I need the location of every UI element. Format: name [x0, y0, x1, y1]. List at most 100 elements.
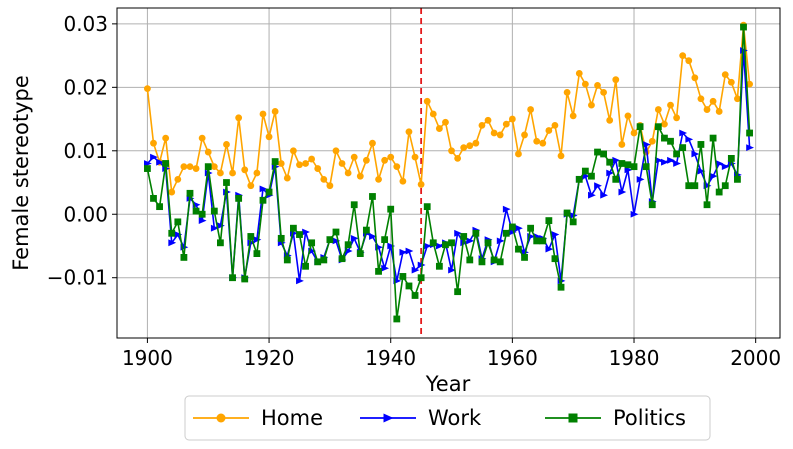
politics-point — [369, 193, 376, 200]
home-point — [217, 169, 224, 177]
x-tick-label: 1920 — [244, 346, 295, 370]
home-point — [223, 141, 230, 148]
home-point — [417, 181, 425, 188]
work-point — [721, 163, 730, 171]
home-point — [387, 153, 395, 161]
home-point — [533, 137, 541, 145]
home-point — [411, 153, 419, 161]
home-point — [381, 156, 389, 164]
home-point — [569, 112, 577, 120]
politics-point — [168, 229, 176, 237]
home-point — [423, 97, 431, 105]
work-point — [715, 160, 724, 167]
politics-point — [289, 224, 297, 232]
work-point — [502, 205, 511, 213]
home-point — [496, 131, 504, 139]
y-tick-label: −0.01 — [47, 266, 108, 290]
politics-point — [472, 229, 480, 237]
home-point — [703, 106, 711, 113]
work-point — [369, 233, 377, 240]
politics-point — [393, 315, 401, 323]
x-tick-label: 1980 — [609, 346, 660, 370]
work-point — [399, 248, 408, 256]
home-line — [146, 24, 751, 193]
politics-point — [277, 234, 285, 242]
politics-point — [223, 179, 230, 186]
politics-point — [612, 175, 620, 183]
politics-point — [721, 182, 729, 190]
home-point — [502, 120, 510, 128]
work-point — [679, 129, 688, 137]
home-point — [563, 89, 571, 96]
home-point — [162, 134, 170, 142]
politics-point — [460, 233, 468, 240]
y-tick-label: 0.01 — [63, 139, 108, 163]
politics-point — [569, 218, 577, 226]
home-point — [198, 134, 206, 142]
politics-point — [746, 129, 753, 137]
home-point — [600, 89, 608, 96]
politics-point — [283, 256, 291, 264]
politics-point — [423, 203, 431, 211]
work-point — [697, 167, 706, 175]
home-point — [490, 129, 498, 137]
legend-work-label: Work — [428, 406, 482, 430]
politics-point — [667, 137, 674, 145]
home-point — [727, 78, 735, 86]
legend-home-label: Home — [261, 406, 323, 430]
work-point — [466, 237, 475, 245]
work-point — [454, 229, 463, 237]
politics-point — [642, 163, 650, 171]
home-point — [551, 122, 559, 129]
legend-work-marker — [383, 413, 394, 423]
x-tick-label: 2000 — [730, 346, 781, 370]
work-point — [174, 231, 183, 238]
work-point — [594, 182, 602, 190]
politics-point — [217, 239, 224, 247]
home-point — [326, 182, 334, 190]
work-point — [588, 191, 596, 199]
home-point — [630, 129, 638, 137]
politics-point — [332, 228, 340, 236]
politics-point — [362, 226, 370, 234]
work-point — [411, 266, 420, 274]
work-point — [387, 242, 396, 250]
politics-point — [533, 237, 541, 245]
politics-point — [302, 262, 309, 270]
work-point — [606, 169, 615, 177]
home-point — [697, 95, 705, 103]
work-point — [661, 158, 669, 166]
home-point — [350, 153, 358, 161]
politics-point — [490, 256, 498, 264]
home-point — [399, 177, 407, 185]
home-point — [271, 108, 279, 115]
politics-point — [648, 201, 656, 209]
politics-point — [326, 236, 334, 244]
politics-point — [551, 255, 559, 263]
politics-point — [697, 141, 705, 148]
politics-point — [150, 194, 157, 202]
home-point — [144, 85, 151, 92]
work-point — [168, 239, 177, 247]
work-point — [296, 277, 304, 285]
politics-point — [618, 160, 626, 167]
home-point — [539, 139, 547, 147]
work-point — [630, 210, 639, 218]
work-point — [150, 153, 158, 161]
home-point — [302, 160, 309, 167]
politics-point — [703, 201, 711, 209]
home-point — [289, 147, 297, 155]
home-point — [259, 110, 267, 118]
politics-point — [545, 217, 553, 224]
home-point — [588, 101, 595, 109]
y-tick-label: 0.03 — [63, 12, 108, 36]
politics-point — [198, 210, 206, 218]
home-point — [150, 139, 157, 147]
home-point — [241, 166, 249, 174]
home-point — [581, 80, 589, 88]
politics-point — [308, 239, 316, 247]
home-point — [247, 182, 255, 190]
home-point — [375, 175, 382, 183]
politics-point — [350, 201, 358, 209]
politics-point — [174, 218, 182, 226]
